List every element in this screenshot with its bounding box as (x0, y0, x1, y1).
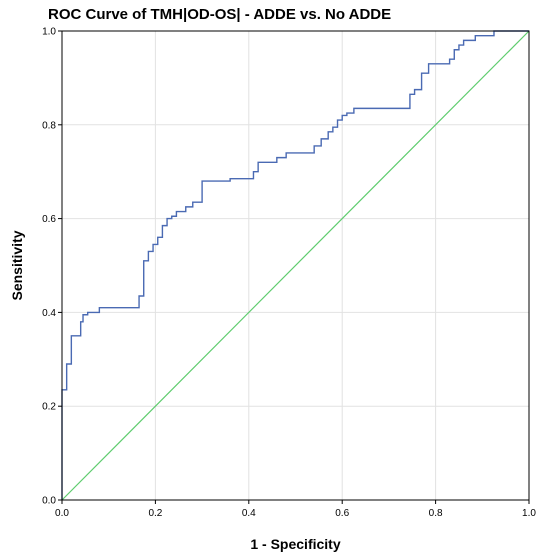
y-tick-label: 0.4 (42, 308, 56, 319)
x-tick-label: 0.6 (335, 508, 349, 519)
y-axis-title: Sensitivity (9, 230, 25, 300)
axis-ticks: 0.0 0.2 0.4 0.6 0.8 1.0 0.0 0.2 0.4 0.6 0.8 1.0 (42, 27, 536, 520)
y-tick-label: 0.0 (42, 496, 56, 507)
y-tick-label: 0.2 (42, 402, 56, 413)
x-tick-label: 0.2 (148, 508, 162, 519)
x-tick-label: 0.0 (55, 508, 69, 519)
x-tick-label: 0.8 (429, 508, 443, 519)
chart-title: ROC Curve of TMH|OD-OS| - ADDE vs. No AD… (48, 6, 392, 23)
y-tick-label: 0.8 (42, 120, 56, 131)
x-tick-label: 0.4 (242, 508, 256, 519)
x-axis-title: 1 - Specificity (250, 536, 340, 552)
reference-diagonal (61, 30, 530, 501)
plot-frame (61, 30, 530, 501)
y-tick-label: 0.6 (42, 214, 56, 225)
x-tick-label: 1.0 (522, 508, 536, 519)
roc-curve (61, 30, 529, 500)
y-tick-label: 1.0 (42, 27, 56, 38)
grid-lines (62, 31, 529, 500)
